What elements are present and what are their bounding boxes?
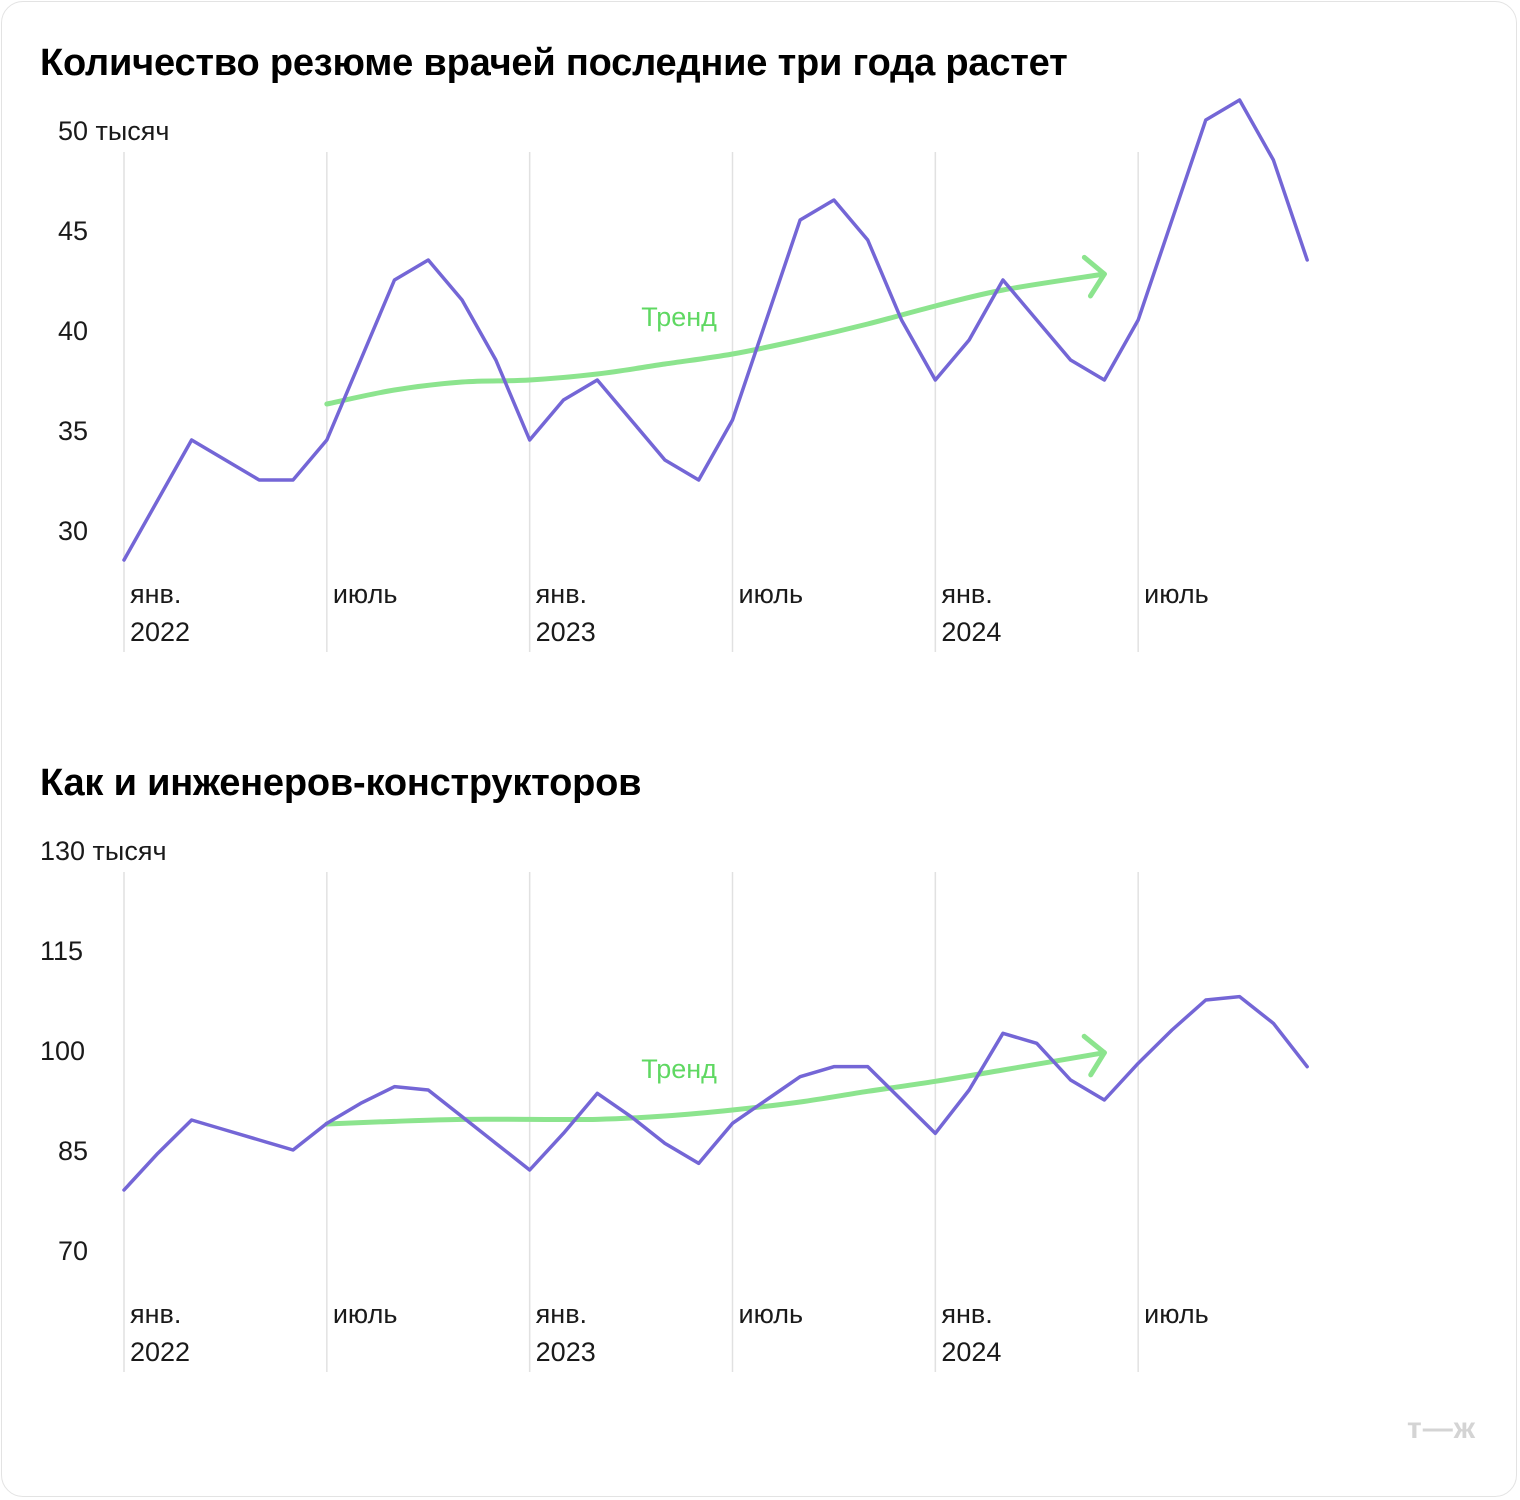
y-tick-label: 40 xyxy=(58,316,88,346)
x-tick-label: июль xyxy=(1144,579,1209,609)
x-tick-label: июль xyxy=(333,579,398,609)
trend-line xyxy=(324,1050,1107,1127)
y-tick-label: 50 тысяч xyxy=(58,116,170,146)
series-line xyxy=(122,994,1309,1192)
x-tick-label-year: 2024 xyxy=(941,1337,1001,1367)
y-tick-label: 115 xyxy=(40,936,83,966)
x-tick-label: янв. xyxy=(536,1299,587,1329)
x-tick-label: янв. xyxy=(130,1299,181,1329)
chart-title-engineers: Как и инженеров-конструкторов xyxy=(40,762,642,804)
y-tick-label: 30 xyxy=(58,516,88,546)
x-tick-label: янв. xyxy=(536,579,587,609)
trend-arrow-head xyxy=(1081,254,1107,299)
trend-label: Тренд xyxy=(641,1054,717,1084)
y-tick-label: 85 xyxy=(58,1136,88,1166)
x-tick-label: июль xyxy=(333,1299,398,1329)
y-tick-label: 100 xyxy=(40,1036,85,1066)
y-tick-label: 45 xyxy=(58,216,88,246)
x-tick-label: июль xyxy=(1144,1299,1209,1329)
chart-title-doctors: Количество резюме врачей последние три г… xyxy=(40,42,1068,84)
x-tick-label: янв. xyxy=(941,579,992,609)
x-tick-label: янв. xyxy=(941,1299,992,1329)
trend-line xyxy=(324,271,1107,407)
x-tick-label-year: 2022 xyxy=(130,1337,190,1367)
y-tick-label: 70 xyxy=(58,1236,88,1266)
x-tick-label-year: 2023 xyxy=(536,617,596,647)
series-line xyxy=(122,98,1309,562)
x-tick-label: июль xyxy=(739,1299,804,1329)
brand-logo: т—ж xyxy=(1407,1412,1476,1445)
x-tick-label: янв. xyxy=(130,579,181,609)
doctors-resume-chart: 30 35 40 45 50 тысяч янв. 2022 июль янв. 2023 июль… xyxy=(58,98,1309,652)
trend-label: Тренд xyxy=(641,302,717,332)
engineers-resume-chart: 70 85 100 115 130 тысяч янв. 2022 июль янв. 2023 и… xyxy=(40,836,1309,1372)
x-tick-label-year: 2024 xyxy=(941,617,1001,647)
x-tick-label: июль xyxy=(739,579,804,609)
y-tick-label: 130 тысяч xyxy=(40,836,167,866)
x-tick-label-year: 2022 xyxy=(130,617,190,647)
y-tick-label: 35 xyxy=(58,416,88,446)
trend-arrow-head xyxy=(1081,1033,1107,1078)
x-tick-label-year: 2023 xyxy=(536,1337,596,1367)
